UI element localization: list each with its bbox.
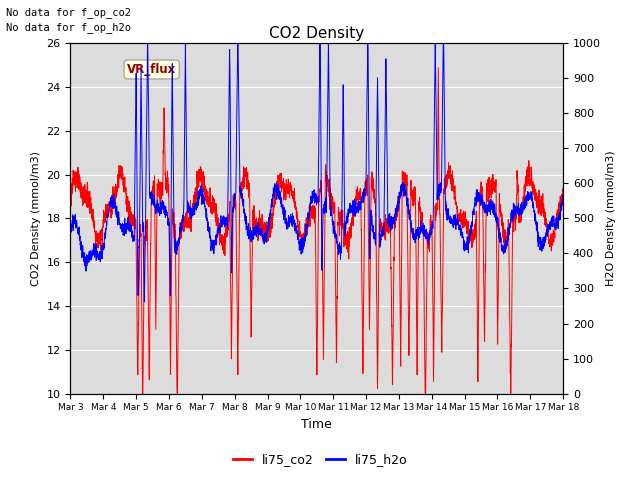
li75_co2 <box>277 180 285 185</box>
li75_h2o <box>277 195 285 201</box>
li75_co2 <box>152 302 160 308</box>
li75_co2 <box>497 206 504 212</box>
li75_h2o <box>559 195 567 201</box>
li75_co2 <box>256 207 264 213</box>
Text: No data for f_op_h2o: No data for f_op_h2o <box>6 22 131 33</box>
li75_h2o <box>256 230 264 236</box>
Text: No data for f_op_co2: No data for f_op_co2 <box>6 7 131 18</box>
li75_h2o <box>67 232 74 238</box>
li75_co2 <box>435 65 442 71</box>
li75_co2 <box>67 203 74 208</box>
Y-axis label: H2O Density (mmol/m3): H2O Density (mmol/m3) <box>607 151 616 286</box>
li75_h2o <box>144 40 152 46</box>
li75_h2o <box>497 238 504 244</box>
Text: VR_flux: VR_flux <box>127 63 177 76</box>
li75_co2 <box>559 206 567 212</box>
li75_co2 <box>139 391 147 396</box>
li75_h2o <box>152 202 160 208</box>
li75_h2o <box>123 224 131 230</box>
Line: li75_co2: li75_co2 <box>70 68 563 394</box>
Line: li75_h2o: li75_h2o <box>70 43 563 302</box>
Y-axis label: CO2 Density (mmol/m3): CO2 Density (mmol/m3) <box>31 151 41 286</box>
li75_co2 <box>123 191 131 197</box>
Title: CO2 Density: CO2 Density <box>269 25 364 41</box>
li75_co2 <box>550 239 557 245</box>
Legend: li75_co2, li75_h2o: li75_co2, li75_h2o <box>228 448 412 471</box>
li75_h2o <box>141 299 148 305</box>
li75_h2o <box>550 214 557 219</box>
X-axis label: Time: Time <box>301 418 332 431</box>
